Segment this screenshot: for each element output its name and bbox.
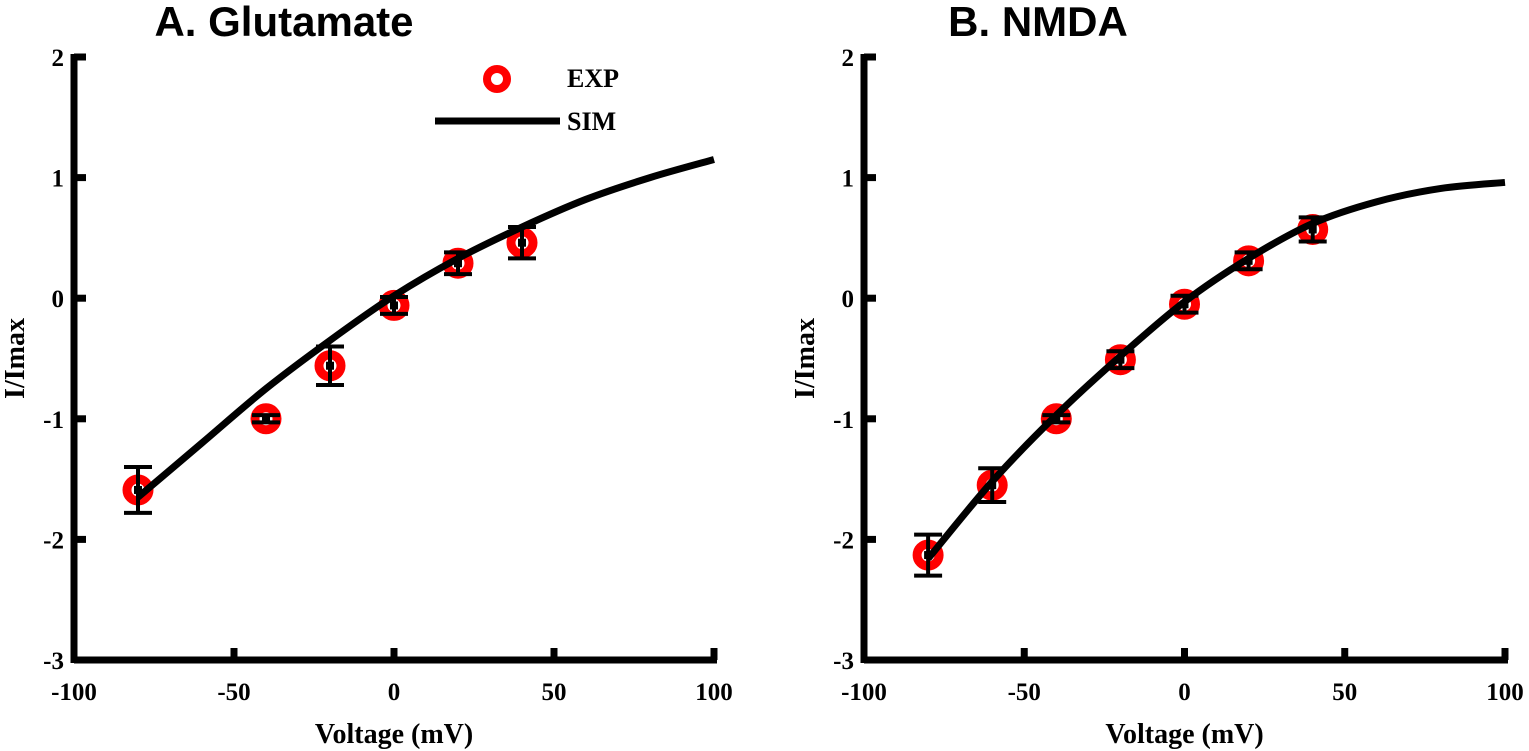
exp-center-marker bbox=[390, 301, 398, 310]
exp-point bbox=[1233, 245, 1265, 277]
chart-title: B. NMDA bbox=[948, 0, 1128, 45]
sim-line bbox=[135, 156, 715, 500]
y-axis-label: I/Imax bbox=[0, 318, 31, 399]
exp-center-marker bbox=[518, 238, 526, 247]
x-tick-label: 0 bbox=[388, 679, 401, 706]
x-tick-label: 50 bbox=[1332, 679, 1357, 706]
x-tick-label: -100 bbox=[51, 679, 97, 706]
x-tick-label: 0 bbox=[1178, 679, 1191, 706]
exp-point bbox=[1169, 288, 1200, 320]
legend-sim-label: SIM bbox=[567, 107, 616, 136]
exp-center-marker bbox=[988, 481, 997, 490]
exp-center-marker bbox=[454, 259, 462, 268]
y-tick-label: -2 bbox=[43, 527, 64, 554]
x-tick-label: 100 bbox=[695, 679, 733, 706]
y-tick-label: 1 bbox=[52, 166, 65, 193]
exp-point bbox=[250, 403, 282, 435]
legend-exp-marker bbox=[483, 65, 511, 93]
exp-center-marker bbox=[924, 551, 933, 560]
exp-center-marker bbox=[326, 361, 334, 370]
exp-point bbox=[1104, 344, 1136, 376]
x-axis-label: Voltage (mV) bbox=[315, 719, 473, 750]
y-tick-label: -3 bbox=[43, 648, 64, 675]
exp-center-marker bbox=[1308, 225, 1317, 234]
exp-point bbox=[1040, 403, 1072, 435]
chart-panel-0: A. Glutamate -100 -50 0 50 100 -3 -2 -1 0 1 2 Voltag… bbox=[0, 0, 733, 750]
exp-center-marker bbox=[1052, 414, 1061, 423]
exp-center-marker bbox=[1180, 300, 1189, 309]
exp-center-marker bbox=[262, 414, 270, 423]
y-tick-label: -1 bbox=[43, 407, 64, 434]
y-axis-label: I/Imax bbox=[790, 318, 821, 399]
y-tick-label: 2 bbox=[842, 45, 855, 72]
y-tick-label: 1 bbox=[842, 166, 855, 193]
y-tick-label: 0 bbox=[842, 286, 855, 313]
y-tick-label: -1 bbox=[833, 407, 854, 434]
x-tick-label: 50 bbox=[542, 679, 567, 706]
legend-exp-label: EXP bbox=[567, 64, 619, 93]
y-tick-label: -2 bbox=[833, 527, 854, 554]
legend: EXP SIM bbox=[435, 64, 619, 136]
y-tick-label: 2 bbox=[52, 45, 65, 72]
x-tick-label: 100 bbox=[1486, 679, 1524, 706]
x-tick-label: -100 bbox=[841, 679, 887, 706]
chart-panel-1: B. NMDA -100 -50 0 50 100 -3 -2 -1 0 1 2 Voltage (mV… bbox=[790, 0, 1524, 750]
exp-center-marker bbox=[1244, 256, 1253, 265]
x-tick-label: -50 bbox=[217, 679, 250, 706]
sim-line bbox=[925, 178, 1506, 561]
x-axis-label: Voltage (mV) bbox=[1105, 719, 1263, 750]
x-tick-label: -50 bbox=[1008, 679, 1041, 706]
exp-center-marker bbox=[1116, 355, 1125, 364]
chart-title: A. Glutamate bbox=[154, 0, 413, 45]
y-tick-label: -3 bbox=[833, 648, 854, 675]
exp-center-marker bbox=[134, 485, 142, 494]
y-tick-label: 0 bbox=[52, 286, 65, 313]
